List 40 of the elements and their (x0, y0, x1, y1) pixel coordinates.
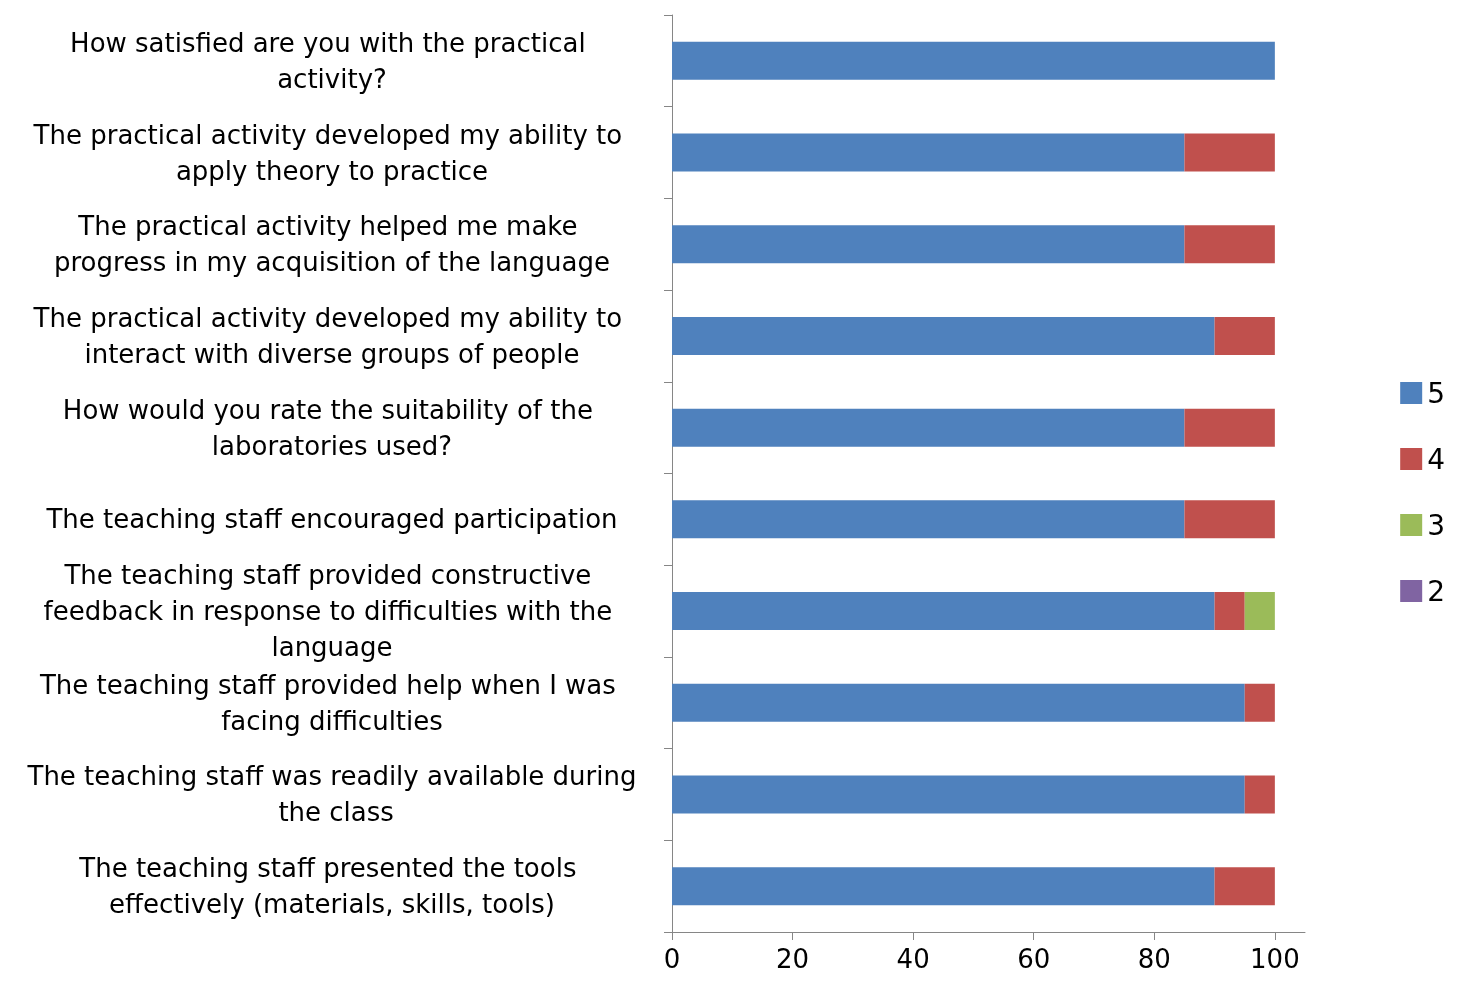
bar (1184, 500, 1275, 539)
legend-label: 5 (1427, 376, 1446, 410)
bar (1214, 592, 1245, 631)
x-tick-label: 40 (896, 944, 930, 974)
y-tick-label: How satisfied are you with the practical activity? (70, 27, 594, 94)
bar (1184, 133, 1275, 172)
bar (1184, 225, 1275, 264)
bar (1244, 775, 1275, 814)
y-tick-label: The teaching staff provided help when I was facing difficulties (38, 669, 625, 736)
y-tick-label: The practical activity developed my ability to interact with diverse groups of people (32, 302, 631, 369)
y-tick-label: The teaching staff provided constructive feedback in response to difficulties with the language (43, 560, 621, 663)
y-tick-label: The teaching staff encouraged participation (45, 504, 618, 535)
y-tick-label: The practical activity helped me make progress in my acquisition of the language (53, 211, 611, 278)
bar (672, 41, 1275, 80)
x-tick-label: 0 (663, 944, 681, 974)
x-tick-label: 20 (776, 944, 810, 974)
bar (672, 408, 1185, 447)
bar (672, 316, 1215, 355)
x-tick-label: 80 (1137, 944, 1171, 974)
bar (672, 133, 1185, 172)
bar (672, 592, 1215, 631)
bar (672, 683, 1245, 722)
legend-label: 4 (1427, 442, 1446, 476)
legend-label: 2 (1427, 574, 1446, 608)
bar (672, 867, 1215, 906)
bar (1244, 683, 1275, 722)
bar (672, 500, 1185, 539)
y-tick-label: The teaching staff was readily available during the class (26, 761, 637, 828)
bar (1184, 408, 1275, 447)
legend-label: 3 (1427, 508, 1446, 542)
bar (672, 225, 1185, 264)
x-tick-label: 100 (1250, 944, 1300, 974)
bar (672, 775, 1245, 814)
y-tick-label: How would you rate the suitability of the laboratories used? (62, 394, 602, 461)
bar (1214, 316, 1275, 355)
y-tick-label: The teaching staff presented the tools effectively (materials, skills, tools) (78, 853, 585, 920)
bar (1244, 592, 1275, 631)
bar (1214, 867, 1275, 906)
x-tick-label: 60 (1017, 944, 1051, 974)
y-tick-label: The practical activity developed my ability to apply theory to practice (32, 119, 631, 186)
